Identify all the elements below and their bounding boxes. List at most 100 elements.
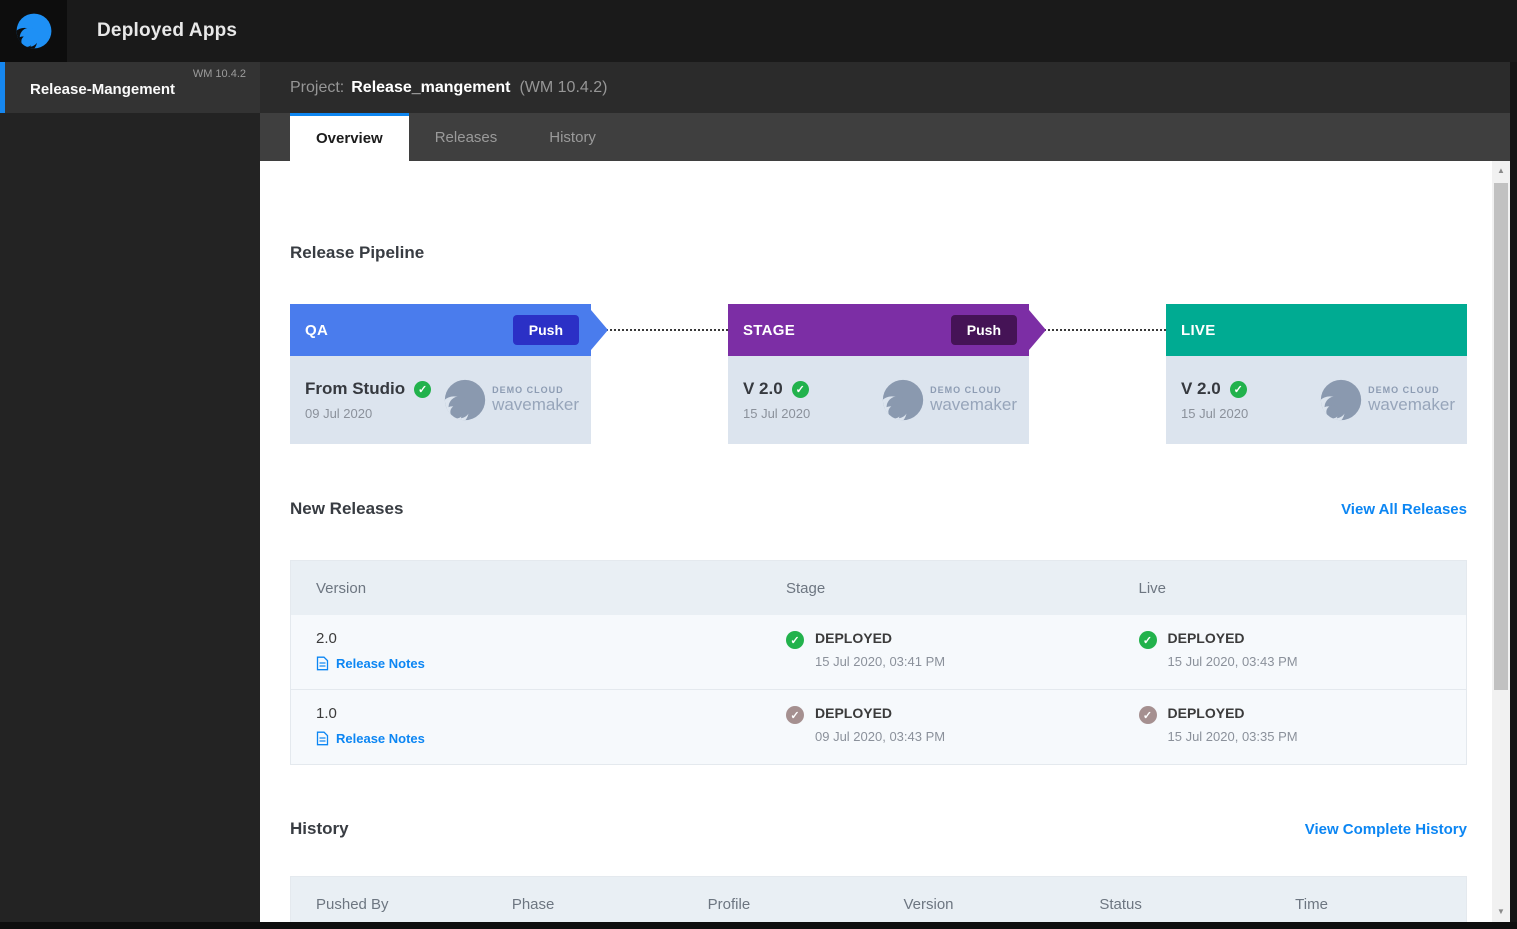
document-icon bbox=[316, 656, 329, 671]
vertical-scrollbar[interactable]: ▲ ▼ bbox=[1492, 161, 1510, 922]
qa-card-body: From Studio ✓ 09 Jul 2020 bbox=[290, 356, 591, 444]
demo-cloud-label: DEMO CLOUD bbox=[492, 385, 564, 395]
table-row: 2.0 Release Notes ✓ bbox=[291, 615, 1466, 689]
document-icon bbox=[316, 731, 329, 746]
stage-status: DEPLOYED bbox=[815, 630, 893, 646]
tab-releases[interactable]: Releases bbox=[434, 128, 498, 146]
project-name: Release_mangement bbox=[351, 78, 511, 96]
stage-name-live: LIVE bbox=[1181, 321, 1216, 339]
qa-card-header: QA Push bbox=[290, 304, 608, 356]
release-pipeline: QA Push From Studio ✓ 09 Jul 2020 bbox=[290, 304, 1467, 444]
stage-version-label: V 2.0 bbox=[743, 379, 783, 398]
tab-history[interactable]: History bbox=[549, 128, 596, 146]
stage-deploy-date: 15 Jul 2020 bbox=[743, 406, 811, 421]
wavemaker-label: wavemaker bbox=[930, 395, 1017, 414]
live-version-label: V 2.0 bbox=[1181, 379, 1221, 398]
stage-name-qa: QA bbox=[305, 321, 329, 339]
pipeline-arrow-icon bbox=[1029, 310, 1046, 350]
deployed-check-icon: ✓ bbox=[1138, 631, 1157, 649]
pipeline-card-qa: QA Push From Studio ✓ 09 Jul 2020 bbox=[290, 304, 608, 444]
stage-card-body: V 2.0 ✓ 15 Jul 2020 bbox=[728, 356, 1029, 444]
column-profile: Profile bbox=[707, 895, 751, 913]
success-check-icon: ✓ bbox=[1229, 380, 1247, 398]
history-heading: History bbox=[290, 819, 349, 838]
live-card-header: LIVE bbox=[1166, 304, 1467, 356]
window-bottom-edge bbox=[0, 922, 1517, 929]
wavemaker-logo-icon bbox=[16, 13, 51, 49]
live-status: DEPLOYED bbox=[1167, 705, 1245, 721]
live-time: 15 Jul 2020, 03:43 PM bbox=[1167, 654, 1298, 669]
column-stage: Stage bbox=[786, 579, 826, 597]
pipeline-connector-line bbox=[591, 329, 728, 331]
live-status: DEPLOYED bbox=[1167, 630, 1245, 646]
column-version: Version bbox=[316, 579, 367, 597]
overview-content: Release Pipeline QA Push From Studio bbox=[260, 161, 1492, 922]
view-all-releases-link[interactable]: View All Releases bbox=[1341, 500, 1467, 518]
wavemaker-logo-box[interactable] bbox=[0, 0, 67, 62]
project-version: (WM 10.4.2) bbox=[519, 78, 608, 96]
new-releases-heading: New Releases bbox=[290, 499, 404, 518]
app-title: Deployed Apps bbox=[97, 20, 238, 41]
sidebar: WM 10.4.2 Release-Mangement bbox=[0, 62, 260, 922]
pipeline-connector-line bbox=[1029, 329, 1166, 331]
pipeline-card-live: LIVE V 2.0 ✓ 15 Jul 2020 bbox=[1166, 304, 1467, 444]
sidebar-item-label: Release-Mangement bbox=[30, 81, 176, 98]
column-time: Time bbox=[1295, 895, 1328, 913]
sidebar-item-release-mangement[interactable]: WM 10.4.2 Release-Mangement bbox=[0, 62, 260, 113]
new-releases-table-header: Version Stage Live bbox=[291, 561, 1466, 615]
scroll-up-arrow-icon[interactable]: ▲ bbox=[1497, 166, 1505, 175]
qa-push-button[interactable]: Push bbox=[512, 315, 579, 345]
top-bar: Deployed Apps bbox=[0, 0, 1517, 62]
deployed-check-icon: ✓ bbox=[786, 706, 804, 724]
wavemaker-wave-icon bbox=[444, 379, 486, 421]
deployed-check-icon: ✓ bbox=[786, 631, 804, 649]
release-notes-link[interactable]: Release Notes bbox=[316, 656, 761, 671]
stage-card-header: STAGE Push bbox=[728, 304, 1046, 356]
column-live: Live bbox=[1138, 579, 1167, 597]
tab-strip: Overview Releases History bbox=[260, 113, 1517, 161]
live-deploy-date: 15 Jul 2020 bbox=[1181, 406, 1249, 421]
live-card-body: V 2.0 ✓ 15 Jul 2020 bbox=[1166, 356, 1467, 444]
demo-cloud-label: DEMO CLOUD bbox=[930, 385, 1002, 395]
column-pushed-by: Pushed By bbox=[316, 895, 389, 913]
history-table: Pushed By Phase Profile Version Status T… bbox=[290, 876, 1467, 922]
release-notes-link[interactable]: Release Notes bbox=[316, 731, 761, 746]
project-label: Project: bbox=[290, 78, 345, 96]
scrollbar-thumb[interactable] bbox=[1494, 183, 1508, 690]
tab-overview[interactable]: Overview bbox=[290, 113, 409, 161]
history-table-header: Pushed By Phase Profile Version Status T… bbox=[291, 877, 1466, 922]
stage-time: 09 Jul 2020, 03:43 PM bbox=[815, 729, 946, 744]
demo-cloud-label: DEMO CLOUD bbox=[1368, 385, 1440, 395]
demo-cloud-wavemaker-logo: DEMO CLOUD wavemaker bbox=[881, 378, 1017, 422]
version-value: 2.0 bbox=[316, 630, 337, 647]
deployed-check-icon: ✓ bbox=[1138, 706, 1157, 724]
view-complete-history-link[interactable]: View Complete History bbox=[1304, 820, 1467, 838]
pipeline-arrow-icon bbox=[591, 310, 608, 350]
main-panel: Project: Release_mangement (WM 10.4.2) O… bbox=[260, 62, 1517, 922]
column-status: Status bbox=[1099, 895, 1142, 913]
demo-cloud-wavemaker-logo: DEMO CLOUD wavemaker bbox=[1319, 378, 1455, 422]
wavemaker-wave-icon bbox=[1320, 379, 1362, 421]
success-check-icon: ✓ bbox=[791, 380, 809, 398]
demo-cloud-wavemaker-logo: DEMO CLOUD wavemaker bbox=[443, 378, 579, 422]
release-pipeline-heading: Release Pipeline bbox=[290, 243, 425, 262]
scroll-down-arrow-icon[interactable]: ▼ bbox=[1497, 907, 1505, 916]
version-value: 1.0 bbox=[316, 705, 337, 722]
table-row: 1.0 Release Notes ✓ bbox=[291, 689, 1466, 764]
column-phase: Phase bbox=[511, 895, 555, 913]
qa-deploy-date: 09 Jul 2020 bbox=[305, 406, 373, 421]
live-time: 15 Jul 2020, 03:35 PM bbox=[1167, 729, 1298, 744]
new-releases-table: Version Stage Live 2.0 Release bbox=[290, 560, 1467, 765]
sidebar-item-wm-version: WM 10.4.2 bbox=[192, 68, 246, 80]
column-version: Version bbox=[903, 895, 954, 913]
stage-time: 15 Jul 2020, 03:41 PM bbox=[815, 654, 946, 669]
pipeline-card-stage: STAGE Push V 2.0 ✓ 15 Jul 2020 bbox=[728, 304, 1046, 444]
stage-push-button[interactable]: Push bbox=[950, 315, 1017, 345]
project-header: Project: Release_mangement (WM 10.4.2) bbox=[260, 62, 1517, 113]
success-check-icon: ✓ bbox=[414, 380, 432, 398]
stage-status: DEPLOYED bbox=[815, 705, 893, 721]
wavemaker-wave-icon bbox=[882, 379, 924, 421]
stage-name-stage: STAGE bbox=[743, 321, 796, 339]
wavemaker-label: wavemaker bbox=[1368, 395, 1455, 414]
